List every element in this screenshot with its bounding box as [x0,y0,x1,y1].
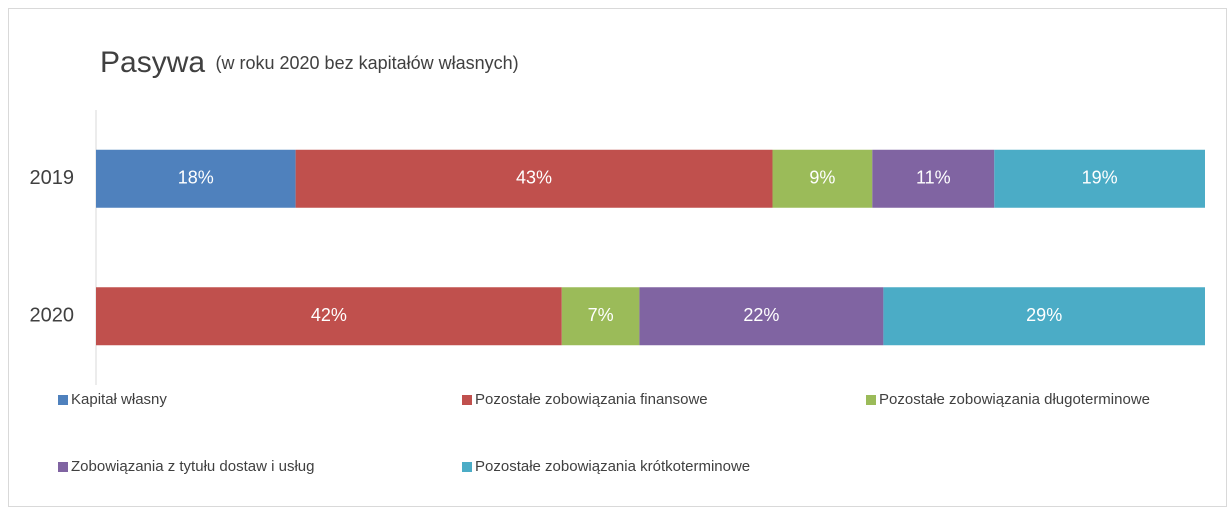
bar-segment [994,149,1205,208]
data-label: 7% [588,305,614,325]
legend-label: Pozostałe zobowiązania krótkoterminowe [475,458,750,475]
legend-swatch [462,395,472,405]
legend-swatch [58,395,68,405]
y-tick-label: 2020 [30,305,75,327]
data-label: 19% [1082,168,1118,188]
chart-subtitle: (w roku 2020 bez kapitałów własnych) [216,53,519,73]
legend-swatch [866,395,876,405]
legend-label: Kapitał własny [71,391,167,408]
legend-label: Pozostałe zobowiązania finansowe [475,391,708,408]
legend-swatch [58,462,68,472]
bar-segment [639,287,884,346]
chart-border [8,8,1227,507]
bar-segment [295,149,773,208]
y-tick-label: 2019 [30,167,75,189]
data-label: 9% [809,168,835,188]
data-label: 18% [178,168,214,188]
bar-segment [872,149,995,208]
bar-segment [561,287,640,346]
data-label: 42% [311,305,347,325]
bar-segment [96,149,296,208]
bar-segment [96,287,562,346]
chart-title: Pasywa [100,46,205,79]
bar-segment [772,149,873,208]
data-label: 11% [916,168,951,188]
data-label: 43% [516,168,552,188]
legend-swatch [462,462,472,472]
chart-title-group: Pasywa (w roku 2020 bez kapitałów własny… [100,46,519,79]
data-label: 22% [743,305,779,325]
data-label: 29% [1026,305,1062,325]
legend-label: Zobowiązania z tytułu dostaw i usług [71,458,314,475]
legend-label: Pozostałe zobowiązania długoterminowe [879,391,1150,408]
bar-segment [883,287,1205,346]
